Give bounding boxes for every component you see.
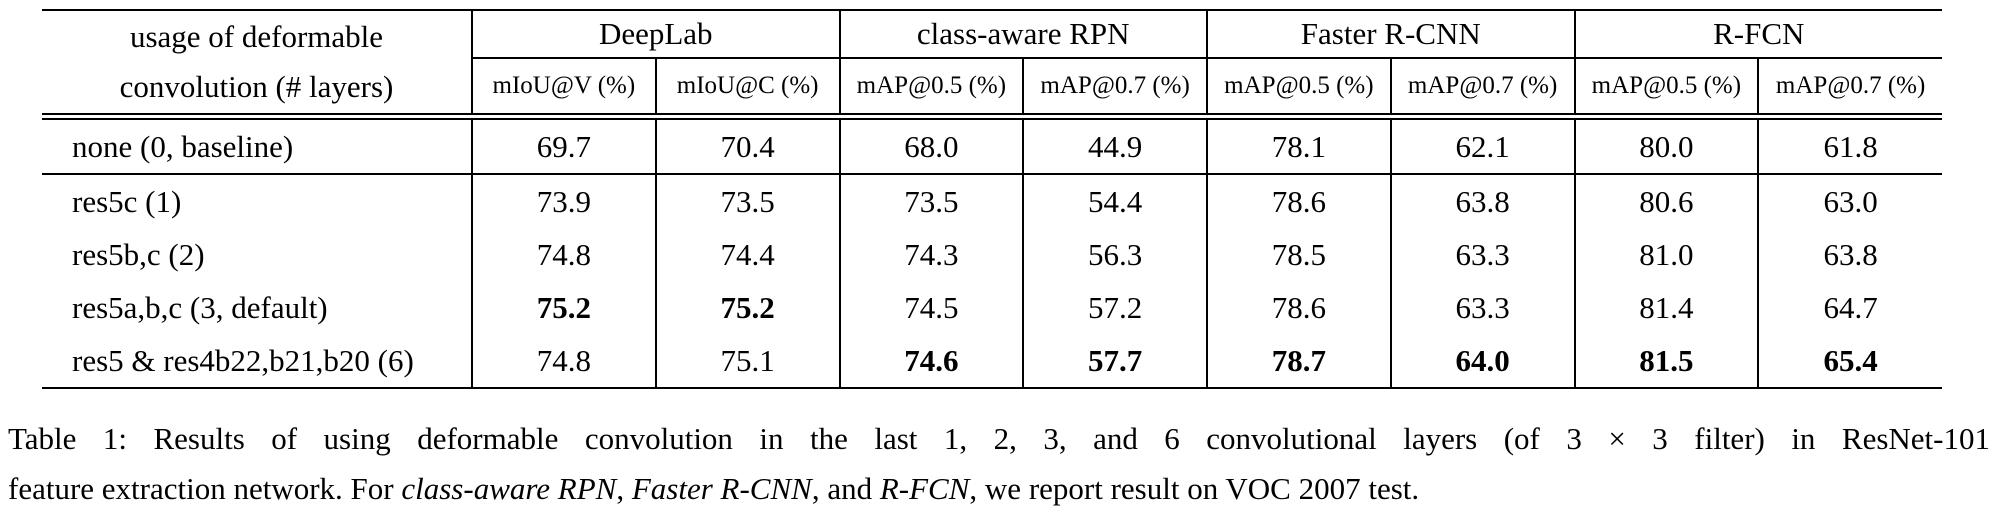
- caption-method-name: R-FCN: [879, 471, 970, 506]
- value-cell: 81.0: [1573, 228, 1759, 281]
- group-header: Faster R-CNN: [1206, 10, 1575, 59]
- caption-text: , and: [811, 471, 880, 506]
- value-cell: 73.9: [471, 174, 656, 228]
- value-cell: 74.3: [838, 228, 1024, 281]
- value-cell: 44.9: [1022, 116, 1207, 175]
- value-cell: 81.5: [1573, 334, 1759, 388]
- table-row: res5a,b,c (3, default) 75.2 75.2 74.5 57.2 78…: [42, 281, 1942, 334]
- row-label: res5b,c (2): [72, 236, 205, 272]
- caption-text: ,: [616, 471, 632, 506]
- value-cell: 63.3: [1389, 281, 1575, 334]
- subcolumn-header: mAP@0.5 (%): [1573, 58, 1759, 120]
- value-cell: 74.6: [838, 334, 1024, 388]
- value-cell: 65.4: [1757, 334, 1942, 388]
- subcolumn-header: mIoU@V (%): [471, 58, 656, 120]
- value-cell: 73.5: [838, 174, 1024, 228]
- value-cell: 69.7: [471, 116, 656, 175]
- caption-method-name: class-aware RPN: [401, 471, 617, 506]
- value-cell: 64.7: [1757, 281, 1942, 334]
- value-cell: 75.2: [471, 281, 656, 334]
- value-cell: 74.8: [471, 228, 656, 281]
- value-cell: 75.2: [654, 281, 840, 334]
- table-row: none (0, baseline) 69.7 70.4 68.0 44.9 78.1 62…: [42, 116, 1942, 175]
- value-cell: 74.8: [471, 334, 656, 388]
- table-row: res5 & res4b22,b21,b20 (6) 74.8 75.1 74.6 57…: [42, 334, 1942, 388]
- value-cell: 78.7: [1206, 334, 1391, 388]
- table-caption: Table 1: Results of using deformable con…: [8, 414, 1990, 514]
- caption-line-1: Table 1: Results of using deformable con…: [8, 414, 1990, 464]
- value-cell: 78.5: [1206, 228, 1391, 281]
- value-cell: 61.8: [1757, 116, 1942, 175]
- subcolumn-header: mAP@0.7 (%): [1022, 58, 1207, 120]
- results-table: usage of deformable convolution (# layers…: [42, 9, 1942, 389]
- value-cell: 78.6: [1206, 281, 1391, 334]
- value-cell: 78.1: [1206, 116, 1391, 175]
- caption-text: feature extraction network. For: [8, 471, 402, 506]
- value-cell: 64.0: [1389, 334, 1575, 388]
- subcolumn-header: mAP@0.5 (%): [1206, 58, 1391, 120]
- row-label: res5a,b,c (3, default): [72, 289, 328, 325]
- value-cell: 63.3: [1389, 228, 1575, 281]
- table-row: res5b,c (2) 74.8 74.4 74.3 56.3 78.5 63.3 81.0 6…: [42, 228, 1942, 281]
- group-header: DeepLab: [471, 10, 840, 59]
- subcolumn-header: mIoU@C (%): [654, 58, 840, 120]
- value-cell: 80.0: [1573, 116, 1759, 175]
- corner-header-line2: convolution (# layers): [119, 69, 394, 104]
- value-cell: 74.4: [654, 228, 840, 281]
- subcolumn-header: mAP@0.7 (%): [1389, 58, 1575, 120]
- group-header: R-FCN: [1573, 10, 1942, 59]
- value-cell: 56.3: [1022, 228, 1207, 281]
- table-body: none (0, baseline) 69.7 70.4 68.0 44.9 78.1 62…: [42, 116, 1942, 388]
- row-label: none (0, baseline): [42, 116, 472, 175]
- group-header: class-aware RPN: [838, 10, 1207, 59]
- value-cell: 57.7: [1022, 334, 1207, 388]
- value-cell: 74.5: [838, 281, 1024, 334]
- value-cell: 63.8: [1389, 174, 1575, 228]
- value-cell: 73.5: [654, 174, 840, 228]
- value-cell: 70.4: [654, 116, 840, 175]
- value-cell: 63.0: [1757, 174, 1942, 228]
- value-cell: 57.2: [1022, 281, 1207, 334]
- value-cell: 75.1: [654, 334, 840, 388]
- value-cell: 62.1: [1389, 116, 1575, 175]
- value-cell: 63.8: [1757, 228, 1942, 281]
- caption-text: , we report result on VOC 2007 test.: [969, 471, 1420, 506]
- subcolumn-header: mAP@0.7 (%): [1757, 58, 1942, 120]
- value-cell: 78.6: [1206, 174, 1391, 228]
- value-cell: 81.4: [1573, 281, 1759, 334]
- caption-method-name: Faster R-CNN: [631, 471, 812, 506]
- caption-line-2: feature extraction network. For class-aw…: [8, 464, 1990, 514]
- caption-text: Table 1: Results of using deformable con…: [8, 421, 1990, 456]
- table-header: usage of deformable convolution (# layers…: [42, 10, 1942, 120]
- value-cell: 80.6: [1573, 174, 1759, 228]
- value-cell: 54.4: [1022, 174, 1207, 228]
- value-cell: 68.0: [838, 116, 1024, 175]
- corner-header: usage of deformable convolution (# layers…: [42, 10, 472, 120]
- subcolumn-header: mAP@0.5 (%): [838, 58, 1024, 120]
- corner-header-line1: usage of deformable: [129, 19, 384, 54]
- row-label: res5c (1): [72, 183, 182, 219]
- header-subcolumn-row: mIoU@V (%) mIoU@C (%) mAP@0.5 (%) mAP@0.7 (…: [42, 58, 1942, 120]
- row-label: res5 & res4b22,b21,b20 (6): [72, 342, 414, 378]
- table-row: res5c (1) 73.9 73.5 73.5 54.4 78.6 63.8 80.6 63.…: [42, 174, 1942, 228]
- header-group-row: usage of deformable convolution (# layers…: [42, 10, 1942, 120]
